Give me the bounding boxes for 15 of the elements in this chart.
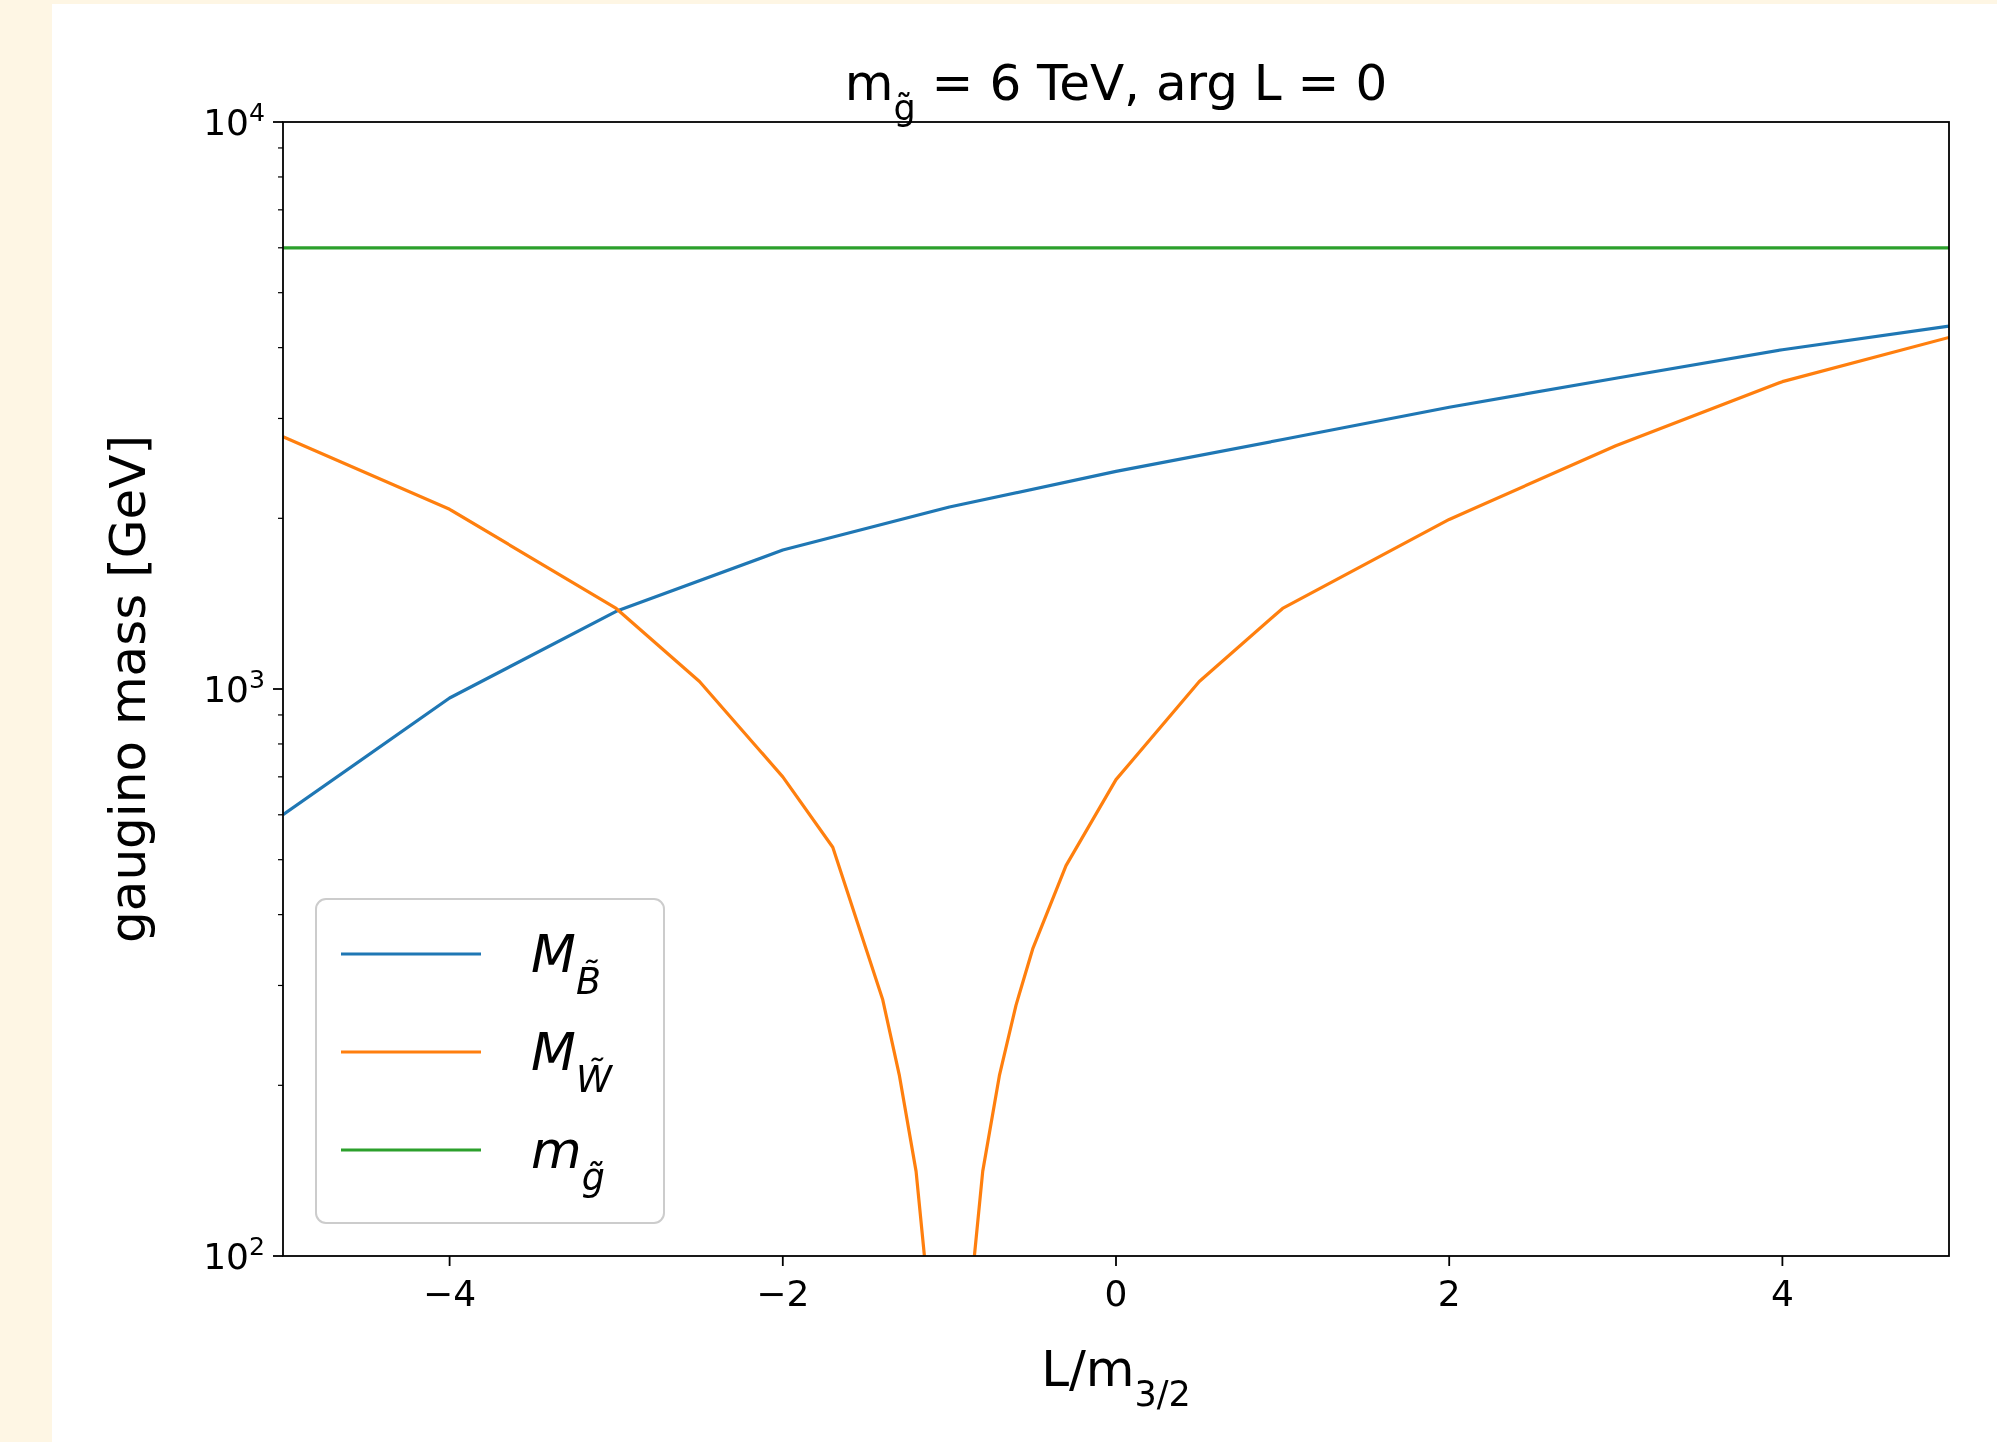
x-tick-label: −4: [423, 1273, 477, 1314]
legend-label: m$_{g̃}$: [531, 1120, 605, 1199]
chart-title: m$_{g̃}$ = 6 TeV, arg L = 0: [844, 54, 1388, 128]
x-tick-label: −2: [756, 1273, 810, 1314]
y-tick-label: 10$^{2}$: [203, 1231, 265, 1277]
legend-label: M$_{W̃}$: [531, 1022, 614, 1101]
y-tick-label: 10$^{3}$: [203, 664, 265, 710]
y-axis-title: gaugino mass [GeV]: [99, 435, 157, 943]
x-tick-label: 4: [1770, 1273, 1794, 1314]
legend-label: M$_{B̃}$: [531, 924, 601, 1003]
x-axis-title: L/m$_{3/2}$: [1041, 1340, 1191, 1414]
x-tick-label: 0: [1104, 1273, 1128, 1314]
x-tick-label: 2: [1437, 1273, 1461, 1314]
line-series: [283, 324, 1949, 817]
y-tick-label: 10$^{4}$: [203, 97, 265, 143]
